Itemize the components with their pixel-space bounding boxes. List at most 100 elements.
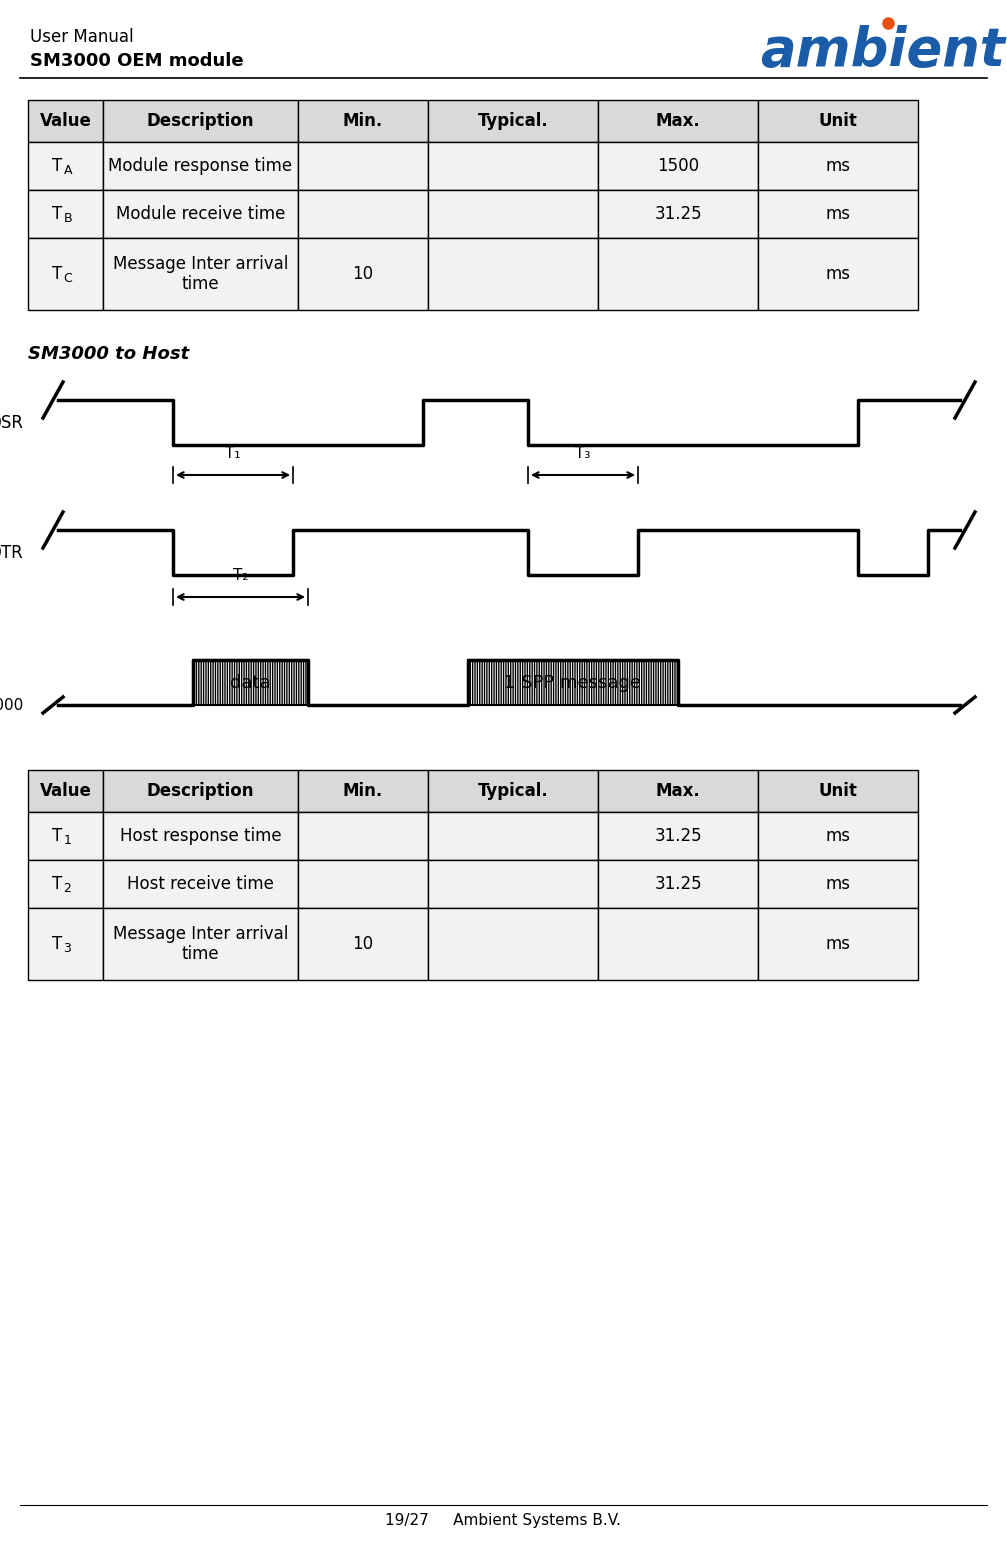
Text: Message Inter arrival
time: Message Inter arrival time bbox=[113, 255, 288, 293]
Text: T: T bbox=[52, 157, 62, 175]
Bar bbox=[28, 189, 103, 237]
Text: Typical.: Typical. bbox=[477, 782, 549, 799]
Bar bbox=[758, 141, 918, 189]
Text: DTR: DTR bbox=[0, 543, 23, 562]
Bar bbox=[28, 99, 103, 141]
Bar bbox=[103, 860, 298, 908]
Text: Host response time: Host response time bbox=[120, 827, 281, 844]
Bar bbox=[28, 141, 103, 189]
Text: A: A bbox=[63, 163, 71, 177]
Bar bbox=[428, 141, 598, 189]
Bar bbox=[103, 770, 298, 812]
Text: T: T bbox=[52, 827, 62, 844]
Bar bbox=[758, 770, 918, 812]
Text: data: data bbox=[231, 674, 271, 692]
Bar bbox=[758, 189, 918, 237]
Bar bbox=[103, 141, 298, 189]
Text: Typical.: Typical. bbox=[477, 112, 549, 130]
Bar bbox=[28, 237, 103, 310]
Bar bbox=[598, 99, 758, 141]
Bar bbox=[28, 908, 103, 979]
Text: Module receive time: Module receive time bbox=[116, 205, 285, 223]
Bar bbox=[758, 237, 918, 310]
Bar bbox=[598, 189, 758, 237]
Text: Min.: Min. bbox=[342, 112, 383, 130]
Text: 31.25: 31.25 bbox=[655, 827, 702, 844]
Text: DSR: DSR bbox=[0, 413, 23, 431]
Text: Value: Value bbox=[39, 112, 92, 130]
Bar bbox=[758, 860, 918, 908]
Text: Value: Value bbox=[39, 782, 92, 799]
Bar bbox=[298, 812, 428, 860]
Bar bbox=[103, 812, 298, 860]
Bar bbox=[28, 770, 103, 812]
Text: ms: ms bbox=[826, 875, 851, 892]
Text: Description: Description bbox=[147, 112, 254, 130]
Bar bbox=[598, 237, 758, 310]
Bar bbox=[428, 189, 598, 237]
Text: T: T bbox=[52, 875, 62, 892]
Bar bbox=[598, 860, 758, 908]
Bar bbox=[428, 99, 598, 141]
Text: ms: ms bbox=[826, 934, 851, 953]
Text: ms: ms bbox=[826, 157, 851, 175]
Text: 1: 1 bbox=[63, 833, 71, 846]
Text: 10: 10 bbox=[352, 265, 374, 282]
Bar bbox=[103, 908, 298, 979]
Text: T: T bbox=[52, 934, 62, 953]
Bar bbox=[758, 812, 918, 860]
Text: ms: ms bbox=[826, 827, 851, 844]
Bar bbox=[428, 812, 598, 860]
Bar bbox=[298, 770, 428, 812]
Text: 3: 3 bbox=[63, 942, 71, 954]
Text: 2: 2 bbox=[63, 882, 71, 894]
Bar bbox=[298, 99, 428, 141]
Bar bbox=[298, 141, 428, 189]
Bar bbox=[28, 860, 103, 908]
Bar bbox=[598, 908, 758, 979]
Text: T: T bbox=[52, 205, 62, 223]
Text: User Manual: User Manual bbox=[30, 28, 134, 47]
Text: SM3000 to Host: SM3000 to Host bbox=[28, 345, 189, 363]
Text: C: C bbox=[63, 272, 73, 284]
Bar bbox=[598, 770, 758, 812]
Text: Max.: Max. bbox=[656, 782, 701, 799]
Text: SM3000 OEM module: SM3000 OEM module bbox=[30, 53, 244, 70]
Bar bbox=[428, 770, 598, 812]
Bar bbox=[103, 189, 298, 237]
Text: Host receive time: Host receive time bbox=[127, 875, 274, 892]
Bar bbox=[103, 237, 298, 310]
Bar bbox=[598, 141, 758, 189]
Text: ms: ms bbox=[826, 205, 851, 223]
Bar bbox=[193, 660, 308, 705]
Text: 19/27     Ambient Systems B.V.: 19/27 Ambient Systems B.V. bbox=[385, 1513, 621, 1527]
Text: T₃: T₃ bbox=[575, 445, 591, 461]
Text: 10: 10 bbox=[352, 934, 374, 953]
Text: T₂: T₂ bbox=[233, 568, 249, 584]
Text: Max.: Max. bbox=[656, 112, 701, 130]
Bar bbox=[468, 660, 678, 705]
Bar bbox=[103, 99, 298, 141]
Bar bbox=[428, 860, 598, 908]
Bar bbox=[298, 860, 428, 908]
Text: ms: ms bbox=[826, 265, 851, 282]
Bar bbox=[28, 812, 103, 860]
Bar bbox=[758, 99, 918, 141]
Bar bbox=[598, 812, 758, 860]
Bar bbox=[758, 908, 918, 979]
Text: 1500: 1500 bbox=[657, 157, 699, 175]
Bar bbox=[428, 908, 598, 979]
Text: T₁: T₁ bbox=[226, 445, 241, 461]
Text: Message Inter arrival
time: Message Inter arrival time bbox=[113, 925, 288, 964]
Text: 31.25: 31.25 bbox=[655, 205, 702, 223]
Bar bbox=[428, 237, 598, 310]
Text: Description: Description bbox=[147, 782, 254, 799]
Bar bbox=[298, 237, 428, 310]
Text: Unit: Unit bbox=[819, 782, 857, 799]
Text: 31.25: 31.25 bbox=[655, 875, 702, 892]
Text: T: T bbox=[52, 265, 62, 282]
Text: TX.SM3000: TX.SM3000 bbox=[0, 697, 23, 712]
Text: B: B bbox=[63, 211, 73, 225]
Bar bbox=[298, 908, 428, 979]
Text: 1 SPP message: 1 SPP message bbox=[505, 674, 641, 692]
